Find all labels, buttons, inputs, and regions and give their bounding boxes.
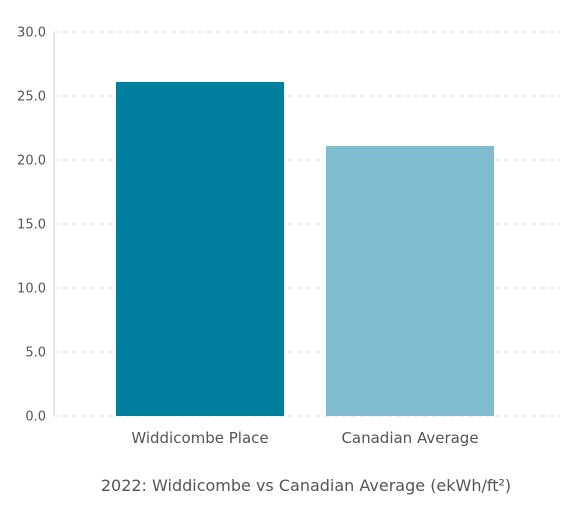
bar [326,145,494,417]
y-tick-label: 0.0 [25,410,46,425]
y-tick-label: 5.0 [25,346,46,361]
y-tick-label: 25.0 [17,90,46,105]
x-category-label: Canadian Average [341,429,478,447]
y-tick-label: 10.0 [17,282,46,297]
y-tick-labels: 0.0 5.0 10.0 15.0 20.0 25.0 30.0 [17,26,46,425]
y-tick-label: 15.0 [17,218,46,233]
y-tick-label: 30.0 [17,26,46,41]
chart-title: 2022: Widdicombe vs Canadian Average (ek… [101,476,511,495]
y-tick-label: 20.0 [17,154,46,169]
x-category-labels: Widdicombe Place Canadian Average [131,429,478,447]
bars [116,81,494,417]
bar [116,81,284,417]
x-category-label: Widdicombe Place [131,429,268,447]
